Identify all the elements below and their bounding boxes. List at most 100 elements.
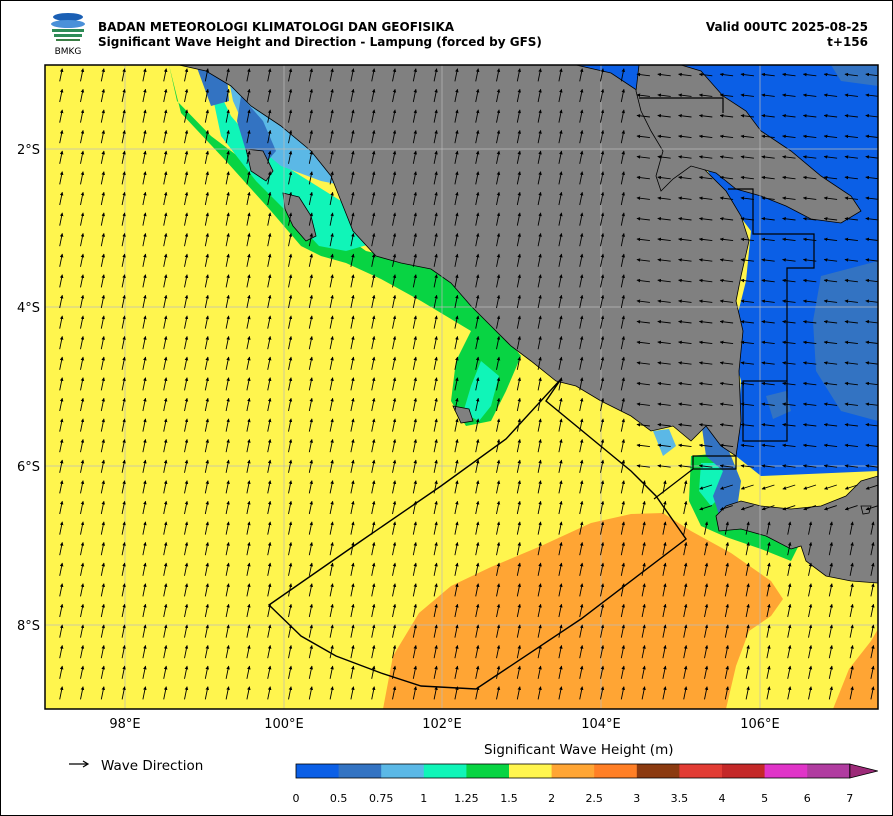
wave-arrow [496,480,501,494]
wave-arrow [329,294,334,309]
wave-arrow [184,500,189,515]
wave-arrow [329,418,334,432]
wave-arrow [802,72,817,77]
wave-arrow [724,521,730,535]
wave-arrow [308,562,314,576]
wave-arrow [433,480,438,494]
wave-arrow [184,274,189,288]
wave-arrow [288,130,293,144]
wave-arrow [620,68,626,82]
wave-arrow [579,191,584,206]
wave-arrow [308,233,314,247]
wave-arrow [579,68,584,82]
wave-zone-1-1-25m [206,65,381,251]
wave-arrow [59,542,64,556]
wave-arrow [865,423,878,427]
wave-arrow [350,562,355,576]
wave-arrow [100,150,106,164]
wave-arrow [392,439,397,453]
wave-arrow [698,114,713,118]
wave-arrow [433,294,438,309]
wave-arrow [371,171,376,185]
wave-arrow [163,130,168,144]
wave-arrow [865,155,878,159]
wave-arrow [600,562,605,576]
wave-arrow [579,377,584,391]
wave-arrow [142,397,147,412]
wave-arrow [80,418,85,432]
wave-arrow [844,93,858,97]
wave-arrow [163,191,168,206]
wave-arrow [516,418,522,432]
wave-arrow [225,480,230,494]
wave-arrow [657,93,671,97]
wave-arrow [100,500,106,515]
wave-arrow [267,397,272,412]
wave-arrow [558,294,563,309]
wave-arrow [803,484,817,490]
wave-arrow [350,233,355,247]
wave-arrow [662,542,667,556]
wave-arrow [537,150,542,164]
wave-arrow [823,155,838,159]
wave-arrow [579,562,584,576]
wave-arrow [516,88,522,103]
lat-label: 8°S [17,619,40,634]
wave-arrow [433,562,438,576]
wave-arrow [350,377,355,391]
wave-arrow [802,155,817,159]
wave-arrow [844,278,858,283]
wave-arrow [184,336,189,350]
wave-arrow [121,459,126,473]
wave-arrow [823,196,838,200]
wave-arrow [600,377,605,391]
wave-arrow [740,320,754,324]
wave-arrow [636,258,650,262]
wave-arrow [657,258,671,262]
wave-arrow [204,480,210,494]
wave-arrow [516,68,522,82]
wave-arrow [454,439,459,453]
wave-arrow [823,402,838,406]
wave-arrow [740,505,754,511]
wave-arrow [579,233,584,247]
wave-arrow [371,88,376,103]
wave-arrow [620,233,626,247]
wave-arrow [808,542,813,556]
wave-arrow [849,521,854,535]
wave-arrow [371,150,376,164]
wave-arrow [246,480,251,494]
forecast-step: t+156 [827,35,868,49]
wave-arrow [163,542,168,556]
wave-arrow [433,521,438,535]
wave-arrow [100,521,106,535]
wave-arrow [823,217,838,221]
wave-arrow [719,134,734,139]
wave-arrow [719,155,734,159]
wave-arrow [371,274,376,288]
wave-arrow [225,521,230,535]
wave-arrow [433,397,438,412]
wave-arrow [496,356,501,370]
wave-arrow [600,191,605,206]
wave-arrow [288,397,293,412]
wave-arrow [184,88,189,103]
wave-arrow [392,274,397,288]
wave-arrow [184,418,189,432]
wave-arrow [163,583,168,597]
wave-arrow [802,340,817,345]
wave-arrow [454,212,459,226]
wave-arrow [204,397,210,412]
wave-arrow [267,150,272,164]
wave-arrow [537,253,542,267]
wave-arrow [412,480,418,494]
wave-arrow [678,155,692,159]
wave-arrow [678,72,692,77]
lon-label: 102°E [422,717,462,732]
wave-arrow [246,68,251,82]
wave-arrow [865,505,878,511]
wave-arrow [308,542,314,556]
wave-arrow [537,439,542,453]
wave-arrow [246,212,251,226]
wave-arrow [100,171,106,185]
